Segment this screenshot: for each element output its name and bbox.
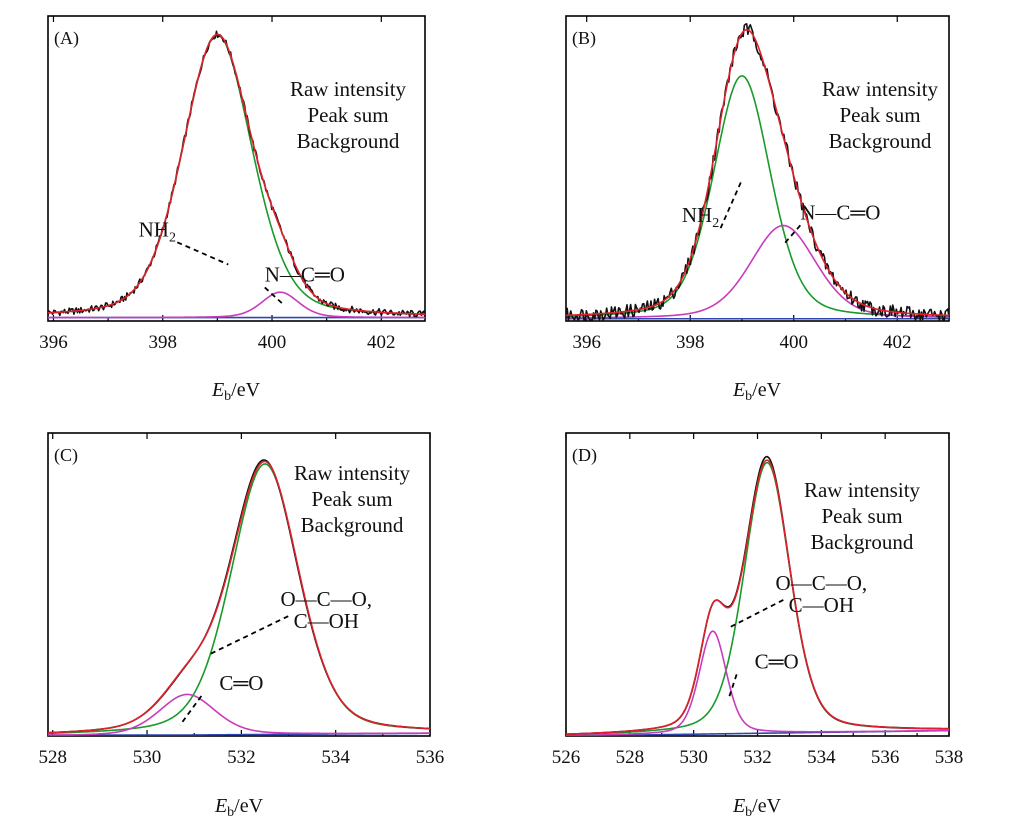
legend-peak-sum: Peak sum xyxy=(307,103,388,127)
x-tick-label: 534 xyxy=(321,747,350,768)
legend-background: Background xyxy=(297,129,400,153)
annotation-text: NH xyxy=(682,203,712,227)
x-tick-label: 398 xyxy=(676,332,705,353)
annotation-text: C═O xyxy=(755,649,799,673)
annotation-label: NH2 xyxy=(682,203,719,231)
peak-sum-line xyxy=(565,28,950,317)
annotation-label: C═O xyxy=(755,649,799,673)
annotation-text: O—C—O, xyxy=(776,571,868,595)
peak-sum-line xyxy=(47,460,431,734)
x-tick-label: 536 xyxy=(871,747,900,768)
annotation-text: O—C—O, xyxy=(280,587,372,611)
annotation-label-line2: C—OH xyxy=(789,593,854,617)
x-tick-label: 400 xyxy=(258,332,287,353)
panel-c: (C) 528 530 532 534 536 O—C—O,C—OH C═O Raw in… xyxy=(38,432,444,820)
annotation-label: NH2 xyxy=(139,217,176,245)
legend-background: Background xyxy=(811,530,914,554)
panel-label: (C) xyxy=(54,445,78,466)
x-tick-label: 402 xyxy=(367,332,396,353)
annotation-label: O—C—O, xyxy=(776,571,868,595)
legend-raw-intensity: Raw intensity xyxy=(822,77,939,101)
panel-d: (D) 526 528 530 532 534 536 538 O—C—O,C—OHC═O … xyxy=(552,432,964,820)
legend-background: Background xyxy=(301,513,404,537)
x-tick-label: 396 xyxy=(572,332,601,353)
x-tick-label: 536 xyxy=(416,747,445,768)
annotation-leader xyxy=(728,599,784,629)
x-tick-label: 530 xyxy=(133,747,162,768)
curves xyxy=(47,459,431,736)
x-axis-label: Eb/eV xyxy=(732,795,782,820)
legend-background: Background xyxy=(829,129,932,153)
legend-raw-intensity: Raw intensity xyxy=(804,478,921,502)
x-axis-label: Eb/eV xyxy=(214,795,264,820)
x-tick-label: 396 xyxy=(39,332,68,353)
peak-sum-line xyxy=(47,33,426,316)
plot-frame xyxy=(47,432,431,737)
annotations: NH2 N—C═O xyxy=(139,217,345,305)
component-2-curve xyxy=(566,630,950,736)
legend-peak-sum: Peak sum xyxy=(821,504,902,528)
annotations: NH2 N—C═O xyxy=(682,179,880,246)
annotation-text: NH xyxy=(139,217,169,241)
annotation-label: O—C—O, xyxy=(280,587,372,611)
curves xyxy=(47,30,426,319)
component-2-curve xyxy=(48,291,425,319)
x-axis: 396 398 400 402 xyxy=(572,16,950,353)
x-axis: 526 528 530 532 534 536 538 xyxy=(552,433,964,768)
component-2-curve xyxy=(48,693,431,736)
panel-label: (B) xyxy=(572,28,596,49)
annotation-leader xyxy=(727,674,738,699)
annotation-leader xyxy=(719,179,743,229)
x-tick-label: 528 xyxy=(38,747,67,768)
annotation-leader xyxy=(176,241,229,266)
x-tick-label: 534 xyxy=(807,747,836,768)
x-tick-label: 530 xyxy=(679,747,708,768)
x-axis: 528 530 532 534 536 xyxy=(38,433,444,768)
x-tick-label: 398 xyxy=(148,332,177,353)
annotation-label: N—C═O xyxy=(265,262,345,286)
component-2-curve xyxy=(565,224,950,319)
legend-raw-intensity: Raw intensity xyxy=(290,77,407,101)
annotation-label-line2: C—OH xyxy=(294,609,359,633)
plot-frame xyxy=(47,15,426,322)
curves xyxy=(565,23,950,321)
curves xyxy=(565,455,950,736)
annotation-subscript: 2 xyxy=(169,230,176,245)
x-axis: 396 398 400 402 xyxy=(39,16,396,353)
annotations: O—C—O,C—OH C═O xyxy=(179,587,372,726)
x-tick-label: 532 xyxy=(227,747,256,768)
annotation-label: C═O xyxy=(219,671,263,695)
annotation-subscript: 2 xyxy=(712,216,719,231)
x-axis-label: Eb/eV xyxy=(211,379,261,404)
panel-label: (A) xyxy=(54,28,79,49)
x-tick-label: 400 xyxy=(779,332,808,353)
x-tick-label: 538 xyxy=(935,747,964,768)
raw-intensity-line xyxy=(565,23,950,321)
x-tick-label: 526 xyxy=(552,747,581,768)
annotation-text: N—C═O xyxy=(265,262,345,286)
annotation-leader xyxy=(179,695,203,726)
legend-raw-intensity: Raw intensity xyxy=(294,461,411,485)
panel-b: (B) 396 398 400 402 NH2 N—C═O Raw intensity … xyxy=(565,15,950,404)
x-tick-label: 528 xyxy=(616,747,645,768)
annotation-label: N—C═O xyxy=(800,200,880,224)
annotation-leader xyxy=(207,615,289,656)
x-tick-label: 532 xyxy=(743,747,772,768)
annotation-text: N—C═O xyxy=(800,200,880,224)
plot-frame xyxy=(565,15,950,322)
annotation-leader xyxy=(264,286,284,305)
panel-label: (D) xyxy=(572,445,597,466)
annotations: O—C—O,C—OH C═O xyxy=(727,571,868,699)
x-axis-label: Eb/eV xyxy=(732,379,782,404)
annotation-text: C═O xyxy=(219,671,263,695)
annotation-leader xyxy=(782,224,801,246)
legend-peak-sum: Peak sum xyxy=(839,103,920,127)
peak-sum-line xyxy=(565,459,949,735)
x-tick-label: 402 xyxy=(883,332,912,353)
legend-peak-sum: Peak sum xyxy=(311,487,392,511)
